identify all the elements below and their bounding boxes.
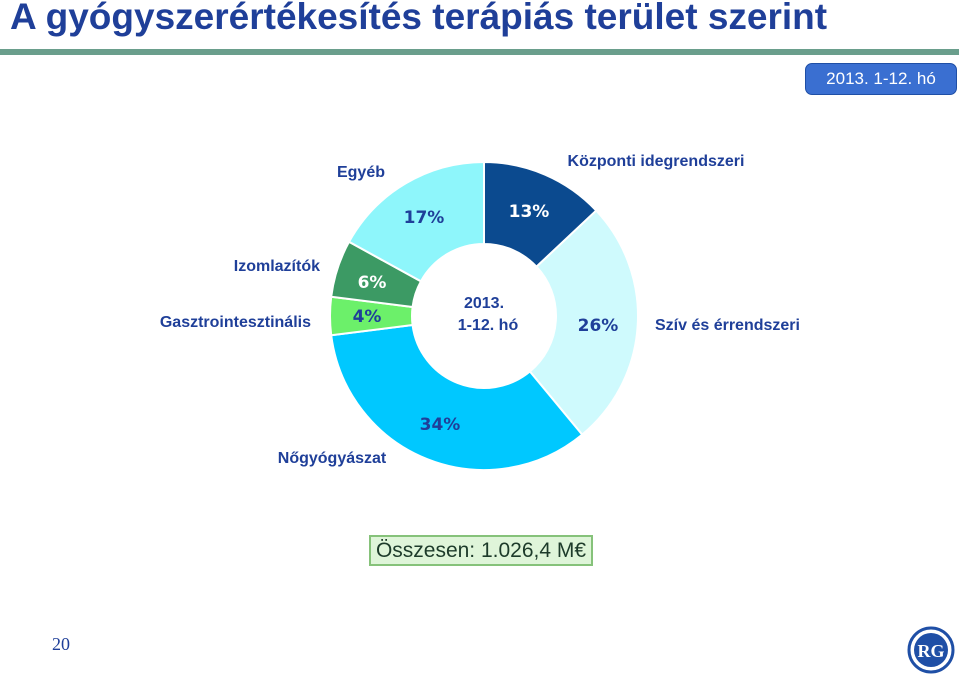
- slice-2: [528, 209, 639, 437]
- page-number: 20: [52, 634, 70, 654]
- slice-category-label-3: Nőgyógyászat: [278, 450, 387, 467]
- page-title: A gyógyszerértékesítés terápiás terület …: [10, 0, 828, 37]
- center-label-line-2: 1-12. hó: [458, 317, 519, 334]
- slice-category-label-4: Gasztrointesztinális: [160, 314, 311, 331]
- total-box: Összesen: 1.026,4 M€: [369, 535, 593, 566]
- slice-3: [330, 323, 584, 471]
- slice-value-label-3: 34%: [420, 415, 461, 435]
- title-divider: [0, 49, 959, 55]
- slice-value-label-2: 26%: [578, 316, 619, 336]
- logo-text: RG: [918, 641, 945, 661]
- slice-value-label-1: 13%: [509, 202, 550, 222]
- center-label-line-1: 2013.: [464, 295, 504, 312]
- period-badge: 2013. 1-12. hó: [805, 63, 957, 95]
- slice-6: [347, 160, 485, 283]
- slice-category-label-2: Szív és érrendszeri: [655, 317, 800, 334]
- company-logo: RG: [907, 626, 955, 674]
- slice-value-label-4: 4%: [353, 307, 382, 327]
- slice-value-label-5: 6%: [358, 273, 387, 293]
- slice-category-label-5: Izomlazítók: [234, 258, 320, 275]
- slice-category-label-1: Központi idegrendszeri: [568, 153, 745, 170]
- slice-category-label-6: Egyéb: [337, 164, 385, 181]
- slice-value-label-6: 17%: [404, 208, 445, 228]
